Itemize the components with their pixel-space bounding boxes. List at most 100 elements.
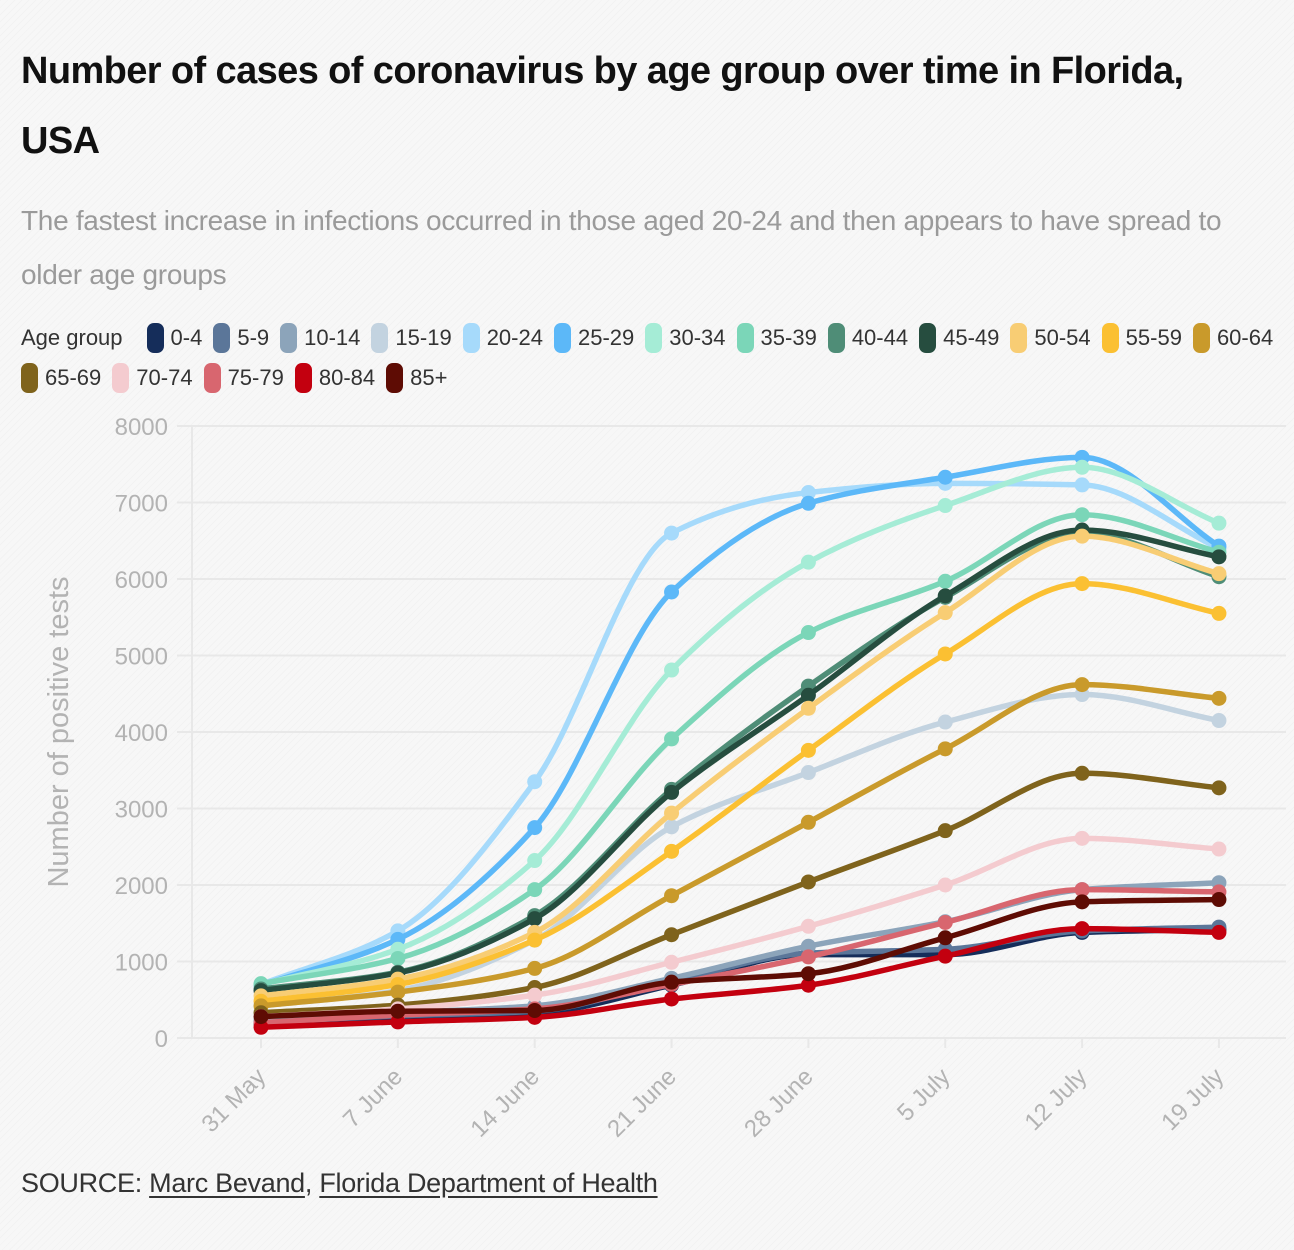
data-point[interactable] bbox=[253, 1019, 269, 1035]
data-point[interactable] bbox=[527, 911, 543, 927]
data-point[interactable] bbox=[800, 966, 816, 982]
data-point[interactable] bbox=[800, 918, 816, 934]
data-point[interactable] bbox=[937, 469, 953, 485]
legend-item-15-19[interactable]: 15-19 bbox=[371, 322, 452, 354]
data-point[interactable] bbox=[800, 765, 816, 781]
data-point[interactable] bbox=[664, 974, 680, 990]
data-point[interactable] bbox=[664, 954, 680, 970]
data-point[interactable] bbox=[1074, 459, 1090, 475]
data-point[interactable] bbox=[1211, 515, 1227, 531]
data-point[interactable] bbox=[1074, 677, 1090, 693]
data-point[interactable] bbox=[1074, 921, 1090, 937]
data-point[interactable] bbox=[664, 525, 680, 541]
data-point[interactable] bbox=[937, 588, 953, 604]
source-link-florida-doh[interactable]: Florida Department of Health bbox=[319, 1168, 658, 1198]
data-point[interactable] bbox=[1211, 780, 1227, 796]
data-point[interactable] bbox=[937, 605, 953, 621]
legend-item-20-24[interactable]: 20-24 bbox=[462, 322, 543, 354]
legend-item-80-84[interactable]: 80-84 bbox=[294, 362, 375, 394]
legend-item-35-39[interactable]: 35-39 bbox=[736, 322, 817, 354]
legend-item-70-74[interactable]: 70-74 bbox=[112, 362, 193, 394]
data-point[interactable] bbox=[664, 888, 680, 904]
data-point[interactable] bbox=[937, 823, 953, 839]
data-point[interactable] bbox=[800, 625, 816, 641]
data-point[interactable] bbox=[800, 874, 816, 890]
data-point[interactable] bbox=[937, 573, 953, 589]
data-point[interactable] bbox=[937, 714, 953, 730]
y-tick-label: 4000 bbox=[115, 720, 168, 747]
legend-item-65-69[interactable]: 65-69 bbox=[21, 362, 101, 394]
data-point[interactable] bbox=[800, 814, 816, 830]
source-link-marc-bevand[interactable]: Marc Bevand bbox=[149, 1168, 305, 1198]
data-point[interactable] bbox=[664, 819, 680, 835]
legend-item-60-64[interactable]: 60-64 bbox=[1192, 322, 1273, 354]
legend-item-25-29[interactable]: 25-29 bbox=[553, 322, 634, 354]
data-point[interactable] bbox=[1074, 882, 1090, 898]
data-point[interactable] bbox=[800, 554, 816, 570]
legend-item-45-49[interactable]: 45-49 bbox=[919, 322, 999, 354]
data-point[interactable] bbox=[800, 938, 816, 954]
data-point[interactable] bbox=[1074, 576, 1090, 592]
data-point[interactable] bbox=[937, 948, 953, 964]
data-point[interactable] bbox=[1211, 924, 1227, 940]
data-point[interactable] bbox=[1074, 894, 1090, 910]
data-point[interactable] bbox=[664, 843, 680, 859]
data-point[interactable] bbox=[1211, 690, 1227, 706]
data-point[interactable] bbox=[664, 991, 680, 1007]
data-point[interactable] bbox=[1211, 713, 1227, 729]
data-point[interactable] bbox=[664, 927, 680, 943]
legend-item-5-9[interactable]: 5-9 bbox=[213, 322, 269, 354]
data-point[interactable] bbox=[664, 662, 680, 678]
legend-item-0-4[interactable]: 0-4 bbox=[146, 322, 202, 354]
data-point[interactable] bbox=[800, 742, 816, 758]
data-point[interactable] bbox=[1074, 507, 1090, 523]
data-point[interactable] bbox=[937, 646, 953, 662]
data-point[interactable] bbox=[1211, 892, 1227, 908]
data-point[interactable] bbox=[527, 1002, 543, 1018]
data-point[interactable] bbox=[937, 930, 953, 946]
data-point[interactable] bbox=[527, 932, 543, 948]
data-point[interactable] bbox=[390, 950, 406, 966]
legend-item-85plus[interactable]: 85+ bbox=[386, 362, 447, 394]
data-point[interactable] bbox=[664, 584, 680, 600]
legend-item-55-59[interactable]: 55-59 bbox=[1101, 322, 1182, 354]
data-point[interactable] bbox=[937, 498, 953, 514]
data-point[interactable] bbox=[664, 731, 680, 747]
data-point[interactable] bbox=[527, 820, 543, 836]
legend-item-40-44[interactable]: 40-44 bbox=[827, 322, 908, 354]
data-point[interactable] bbox=[390, 1003, 406, 1019]
data-point[interactable] bbox=[1211, 605, 1227, 621]
x-tick-label: 31 May bbox=[196, 1063, 271, 1138]
data-point[interactable] bbox=[253, 1009, 269, 1025]
data-point[interactable] bbox=[800, 949, 816, 965]
data-point[interactable] bbox=[800, 700, 816, 716]
legend-item-75-79[interactable]: 75-79 bbox=[203, 362, 284, 394]
data-point[interactable] bbox=[527, 960, 543, 976]
data-point[interactable] bbox=[1074, 765, 1090, 781]
data-point[interactable] bbox=[527, 987, 543, 1003]
data-point[interactable] bbox=[800, 687, 816, 703]
data-point[interactable] bbox=[800, 495, 816, 511]
data-point[interactable] bbox=[800, 977, 816, 993]
legend-label: 65-69 bbox=[45, 365, 102, 390]
data-point[interactable] bbox=[527, 774, 543, 790]
data-point[interactable] bbox=[664, 784, 680, 800]
data-point[interactable] bbox=[664, 805, 680, 821]
data-point[interactable] bbox=[1074, 528, 1090, 544]
data-point[interactable] bbox=[1074, 477, 1090, 493]
data-point[interactable] bbox=[937, 741, 953, 757]
data-point[interactable] bbox=[1211, 566, 1227, 582]
data-point[interactable] bbox=[390, 984, 406, 1000]
data-point[interactable] bbox=[1211, 841, 1227, 857]
legend-item-10-14[interactable]: 10-14 bbox=[280, 322, 360, 354]
data-point[interactable] bbox=[1211, 549, 1227, 565]
legend-item-30-34[interactable]: 30-34 bbox=[645, 322, 726, 354]
legend-item-50-54[interactable]: 50-54 bbox=[1010, 322, 1091, 354]
data-point[interactable] bbox=[527, 853, 543, 869]
data-point[interactable] bbox=[527, 882, 543, 898]
data-point[interactable] bbox=[800, 485, 816, 501]
data-point[interactable] bbox=[937, 877, 953, 893]
data-point[interactable] bbox=[390, 1014, 406, 1030]
data-point[interactable] bbox=[1074, 830, 1090, 846]
data-point[interactable] bbox=[937, 914, 953, 930]
